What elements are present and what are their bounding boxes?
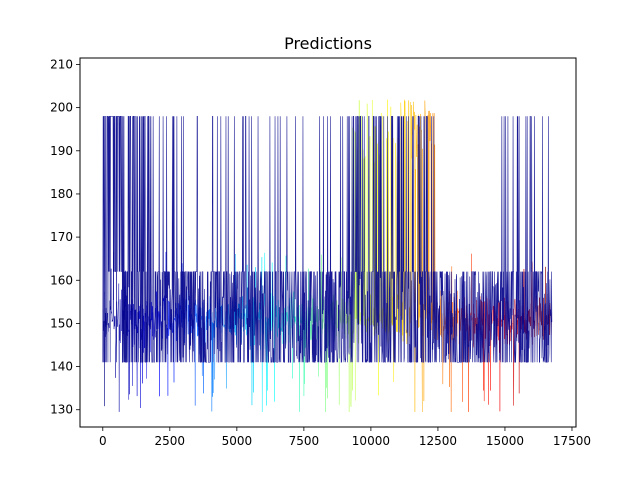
x-tick-label: 0 bbox=[99, 434, 107, 448]
y-tick-label: 130 bbox=[50, 403, 73, 417]
x-axis: 0 2500 5000 7500 10000 12500 15000 17500 bbox=[99, 427, 591, 448]
x-tick-label: 10000 bbox=[352, 434, 390, 448]
plot-area bbox=[102, 99, 553, 412]
x-tick-label: 12500 bbox=[419, 434, 457, 448]
x-tick-label: 2500 bbox=[155, 434, 186, 448]
x-tick-label: 7500 bbox=[289, 434, 320, 448]
x-tick-label: 15000 bbox=[486, 434, 524, 448]
y-tick-label: 210 bbox=[50, 57, 73, 71]
y-tick-label: 140 bbox=[50, 360, 73, 374]
y-tick-label: 170 bbox=[50, 230, 73, 244]
y-tick-label: 190 bbox=[50, 144, 73, 158]
y-axis: 130 140 150 160 170 180 190 200 210 bbox=[50, 57, 80, 417]
y-tick-label: 200 bbox=[50, 101, 73, 115]
y-tick-label: 150 bbox=[50, 316, 73, 330]
y-tick-label: 180 bbox=[50, 187, 73, 201]
x-tick-label: 5000 bbox=[222, 434, 253, 448]
x-tick-label: 17500 bbox=[553, 434, 591, 448]
axes-frame bbox=[79, 57, 577, 428]
y-tick-label: 160 bbox=[50, 273, 73, 287]
chart-title: Predictions bbox=[284, 34, 372, 53]
target-series-line bbox=[102, 115, 553, 363]
